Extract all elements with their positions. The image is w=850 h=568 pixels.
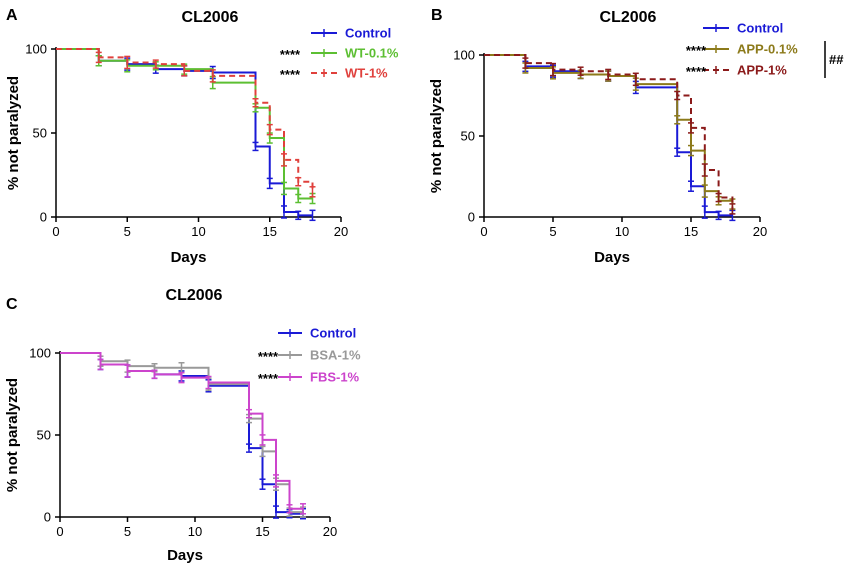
x-tick-label: 5: [124, 224, 131, 239]
series-fbs-1-: [60, 352, 306, 515]
legend-label: Control: [310, 326, 356, 341]
x-tick-label: 0: [56, 524, 63, 539]
x-axis-label: Days: [594, 249, 630, 266]
legend-label: Control: [737, 21, 783, 36]
panel-b: B CL2006 0 5 10 15 20 0 50 100 Days % not paralyzed…: [428, 7, 844, 266]
panel-letter: A: [6, 7, 18, 24]
x-axis-label: Days: [171, 249, 207, 266]
x-tick-label: 5: [549, 224, 556, 239]
x-tick-label: 10: [188, 524, 202, 539]
y-tick-label: 0: [468, 210, 475, 225]
y-tick-label: 100: [453, 48, 475, 63]
y-tick-label: 100: [25, 42, 47, 57]
chart-title: CL2006: [182, 9, 239, 26]
significance-label: ****: [686, 43, 707, 58]
legend-entry: Control: [278, 326, 356, 341]
x-tick-label: 10: [191, 224, 205, 239]
legend-entry: WT-1% ****: [280, 66, 388, 83]
survival-curve: [484, 54, 734, 209]
legend-label: WT-0.1%: [345, 46, 399, 61]
chart-title: CL2006: [166, 287, 223, 304]
y-tick-label: 50: [33, 126, 47, 141]
x-tick-label: 0: [52, 224, 59, 239]
significance-label: ****: [280, 67, 301, 82]
panel-letter: B: [431, 7, 443, 24]
y-axis-label: % not paralyzed: [4, 378, 21, 492]
legend-label: WT-1%: [345, 66, 388, 81]
x-tick-label: 15: [263, 224, 277, 239]
legend-label: Control: [345, 26, 391, 41]
legend-label: APP-1%: [737, 63, 787, 78]
x-tick-label: 10: [615, 224, 629, 239]
y-tick-label: 100: [29, 346, 51, 361]
panel-c: C CL2006 0 5 10 15 20 0 50 100 Days % not paralyzed…: [4, 287, 361, 564]
legend-entry: BSA-1% ****: [258, 348, 361, 365]
x-tick-label: 0: [480, 224, 487, 239]
series-app-1-: [484, 54, 736, 215]
legend-label: FBS-1%: [310, 370, 360, 385]
y-tick-label: 50: [37, 428, 51, 443]
x-tick-label: 20: [753, 224, 767, 239]
x-tick-label: 5: [124, 524, 131, 539]
y-tick-label: 0: [40, 210, 47, 225]
x-tick-label: 15: [684, 224, 698, 239]
series-wt-1-: [56, 48, 316, 198]
bracket-label: ##: [829, 52, 844, 67]
panel-a: A CL2006 0 5 10 15 20 0 50 100 Days % not paralyzed…: [5, 7, 399, 266]
legend-entry: APP-0.1% ****: [686, 42, 798, 59]
significance-label: ****: [280, 47, 301, 62]
legend-label: APP-0.1%: [737, 42, 798, 57]
x-tick-label: 20: [334, 224, 348, 239]
legend-entry: APP-1% ****: [686, 63, 787, 80]
series-wt-0-1-: [56, 48, 316, 205]
y-axis-label: % not paralyzed: [5, 76, 22, 190]
legend-entry: FBS-1% ****: [258, 370, 360, 387]
significance-label: ****: [258, 371, 279, 386]
chart-title: CL2006: [600, 9, 657, 26]
legend-entry: Control: [311, 26, 391, 41]
y-tick-label: 0: [44, 510, 51, 525]
y-tick-label: 50: [461, 129, 475, 144]
significance-label: ****: [686, 64, 707, 79]
legend-entry: WT-0.1% ****: [280, 46, 399, 63]
legend-label: BSA-1%: [310, 348, 361, 363]
legend-entry: Control: [703, 21, 783, 36]
panel-letter: C: [6, 296, 18, 313]
x-axis-label: Days: [167, 547, 203, 564]
x-tick-label: 20: [323, 524, 337, 539]
x-tick-label: 15: [255, 524, 269, 539]
significance-label: ****: [258, 349, 279, 364]
y-axis-label: % not paralyzed: [428, 79, 445, 193]
